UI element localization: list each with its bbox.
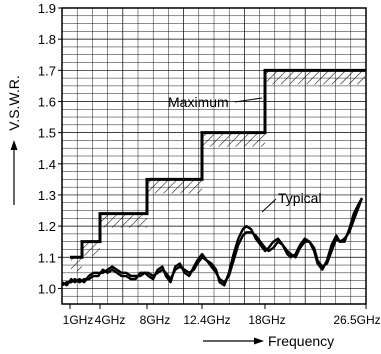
x-tick-label: 4GHz <box>95 313 126 327</box>
x-tick-label: 26.5GHz <box>333 313 380 327</box>
y-tick-label: 1.6 <box>38 94 56 109</box>
y-tick-label: 1.3 <box>38 188 56 203</box>
hatch-band <box>83 241 100 256</box>
y-tick-label: 1.9 <box>38 1 56 16</box>
x-tick-label: 8GHz <box>140 313 171 327</box>
hatch-band <box>148 179 202 194</box>
y-tick-label: 1.4 <box>38 157 56 172</box>
x-tick-label: 1GHz <box>63 313 94 327</box>
maximum-line <box>70 68 366 259</box>
hatch-band <box>203 132 265 147</box>
y-tick-label: 1.0 <box>38 281 56 296</box>
y-tick-label: 1.8 <box>38 32 56 47</box>
y-tick-labels: 1.0 1.1 1.2 1.3 1.4 1.5 1.6 1.7 1.8 1.9 <box>38 1 62 296</box>
hatch-bands <box>71 70 365 272</box>
annotation-typical: Typical <box>278 190 322 206</box>
x-tick-labels: 1GHz 4GHz 8GHz 12.4GHz 18GHz 26.5GHz <box>63 304 381 327</box>
y-axis-title: V.S.W.R. <box>6 75 22 131</box>
x-tick-label: 18GHz <box>248 313 285 327</box>
annotation-maximum: Maximum <box>168 94 229 110</box>
series-lines <box>61 68 366 287</box>
grid-lines <box>62 8 366 304</box>
y-tick-label: 1.7 <box>38 63 56 78</box>
y-tick-label: 1.2 <box>38 219 56 234</box>
x-tick-label: 12.4GHz <box>183 313 230 327</box>
y-tick-label: 1.1 <box>38 250 56 265</box>
annotation-maximum-leader <box>234 97 263 103</box>
x-axis-title: Frequency <box>268 333 334 349</box>
hatch-band <box>71 257 82 272</box>
x-axis-arrowhead <box>254 337 264 345</box>
annotation-typical-leader <box>261 198 277 213</box>
typical-line-2 <box>61 197 364 287</box>
hatch-band <box>101 213 147 228</box>
plot-frame <box>61 7 367 305</box>
y-axis-arrowhead <box>10 140 18 150</box>
hatch-band <box>266 70 365 85</box>
y-tick-label: 1.5 <box>38 126 56 141</box>
